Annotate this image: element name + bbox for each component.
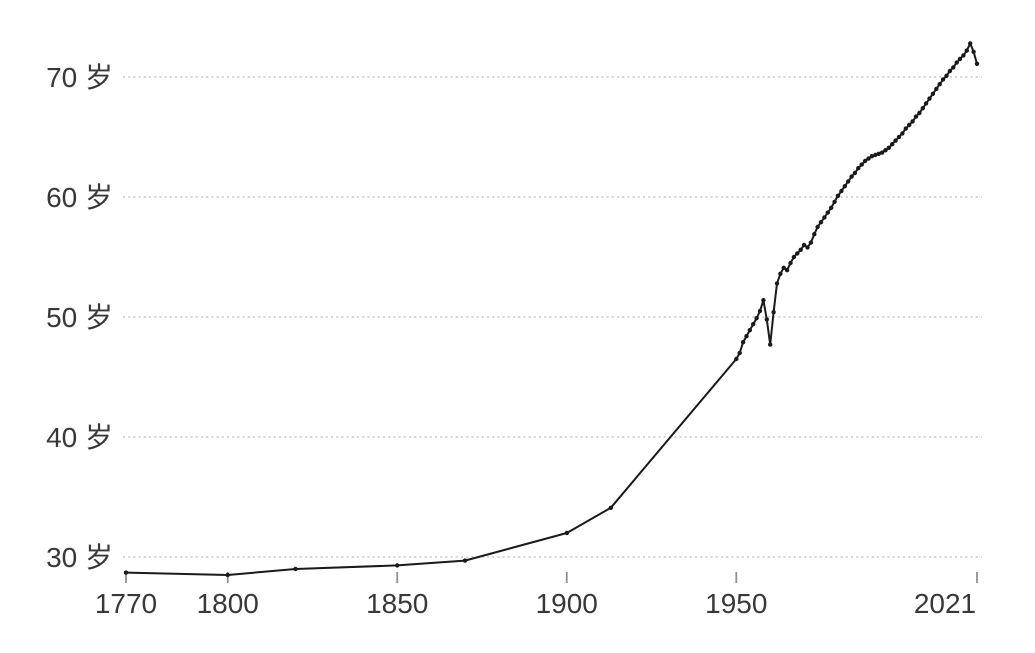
data-point <box>740 340 746 345</box>
data-point <box>842 184 847 189</box>
data-point <box>293 566 298 572</box>
data-point <box>818 220 824 225</box>
data-point <box>744 334 749 339</box>
data-point <box>462 558 468 563</box>
data-point <box>747 328 752 333</box>
data-point <box>781 265 786 270</box>
y-tick-label: 50 岁 <box>46 302 113 333</box>
data-point <box>795 251 800 256</box>
data-point <box>761 298 766 303</box>
data-point <box>883 148 888 153</box>
x-tick-label: 1950 <box>705 588 767 619</box>
data-point <box>940 77 946 82</box>
data-point <box>930 91 936 97</box>
data-point <box>917 110 922 116</box>
data-point-markers <box>123 41 980 578</box>
data-line <box>125 42 978 576</box>
data-point <box>778 271 783 276</box>
data-point <box>225 572 230 578</box>
x-axis-tick-labels: 1770 1800 1850 1900 1950 2021 <box>95 588 976 619</box>
data-point <box>829 205 834 210</box>
y-gridlines <box>123 76 982 558</box>
y-tick-label: 40 岁 <box>46 422 113 453</box>
data-point <box>893 138 898 143</box>
data-point <box>805 245 810 250</box>
data-point <box>968 41 973 46</box>
data-point <box>771 310 776 315</box>
data-point <box>920 106 925 111</box>
data-point <box>964 48 969 53</box>
y-tick-label: 60 岁 <box>46 182 113 213</box>
x-tick-label: 2021 <box>914 588 976 619</box>
data-point <box>954 60 959 65</box>
data-point <box>822 215 827 220</box>
data-point <box>923 101 929 106</box>
data-point <box>764 317 769 322</box>
y-tick-label: 70 岁 <box>46 62 113 93</box>
data-point <box>564 530 569 536</box>
x-tick-label: 1800 <box>197 588 259 619</box>
data-point <box>852 170 858 176</box>
data-point <box>846 179 851 184</box>
data-point <box>876 151 881 156</box>
data-point <box>873 152 878 158</box>
data-point <box>886 145 891 150</box>
data-point <box>849 174 854 179</box>
data-point <box>974 61 980 66</box>
data-point <box>395 563 400 568</box>
data-point <box>907 122 912 128</box>
data-point <box>808 240 814 245</box>
data-point <box>879 150 885 155</box>
data-point <box>913 114 919 119</box>
data-point <box>947 68 953 74</box>
data-point <box>734 356 739 362</box>
data-point <box>123 570 129 575</box>
data-point <box>859 162 864 167</box>
x-tick-label: 1900 <box>536 588 598 619</box>
data-point <box>896 134 902 140</box>
x-tick-label: 1850 <box>366 588 428 619</box>
data-point <box>900 131 905 136</box>
data-point <box>839 188 844 194</box>
data-point <box>801 242 807 248</box>
data-point <box>961 53 966 58</box>
data-point <box>890 142 895 147</box>
data-point <box>903 126 908 131</box>
data-point <box>768 342 773 347</box>
data-point <box>815 224 820 230</box>
data-point <box>788 260 793 266</box>
data-point <box>608 505 613 510</box>
data-point <box>910 119 915 124</box>
data-point <box>862 158 868 164</box>
data-point <box>951 65 956 70</box>
data-point <box>866 156 871 161</box>
data-point <box>825 210 830 215</box>
data-point <box>934 86 939 92</box>
data-point <box>869 154 875 159</box>
x-tick-label: 1770 <box>95 588 157 619</box>
data-point <box>957 56 963 62</box>
data-point <box>791 254 797 260</box>
data-point <box>774 281 780 286</box>
data-point <box>832 199 837 204</box>
y-tick-label: 30 岁 <box>46 542 113 573</box>
data-point <box>944 73 949 79</box>
data-point <box>784 268 790 273</box>
data-point <box>971 49 976 54</box>
data-point <box>754 316 759 321</box>
data-point <box>737 350 742 356</box>
data-point <box>812 232 817 237</box>
data-point <box>937 82 942 87</box>
data-point <box>856 166 861 171</box>
data-point <box>751 322 756 327</box>
data-point <box>927 96 932 101</box>
data-point <box>835 193 841 198</box>
y-axis-tick-labels: 30 岁 40 岁 50 岁 60 岁 70 岁 <box>46 62 113 573</box>
data-point <box>757 308 763 314</box>
data-point <box>798 247 803 252</box>
